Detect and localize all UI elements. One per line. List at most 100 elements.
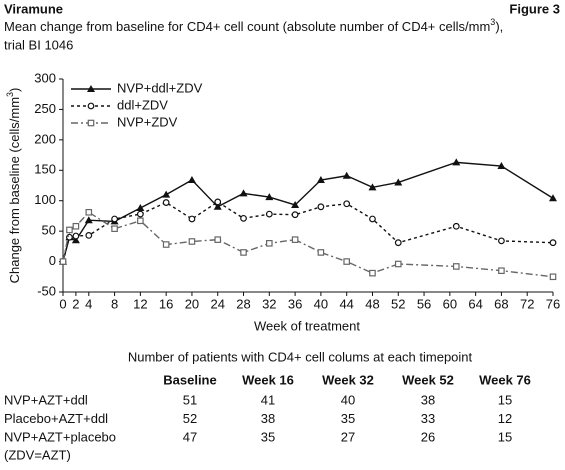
- table-cell: 26: [421, 429, 435, 444]
- marker: [343, 200, 351, 208]
- x-tick-label: 20: [185, 296, 199, 311]
- table-row-label: Placebo+AZT+ddl: [4, 411, 108, 426]
- y-tick-label: 0: [49, 253, 56, 268]
- marker: [188, 238, 196, 245]
- subtitle-part: Mean change from baseline for CD4+ cell …: [4, 19, 490, 34]
- marker: [59, 258, 67, 265]
- marker: [213, 202, 222, 210]
- legend-marker: [87, 102, 95, 110]
- marker: [162, 241, 170, 248]
- table-column-header: Baseline: [163, 372, 216, 387]
- marker: [394, 239, 402, 247]
- marker: [317, 203, 325, 211]
- table-cell: 38: [261, 411, 275, 426]
- y-tick-label: 150: [34, 162, 56, 177]
- marker: [187, 176, 196, 184]
- marker: [265, 193, 274, 201]
- x-tick-label: 52: [391, 296, 405, 311]
- table-cell: 40: [341, 392, 355, 407]
- table-note: (ZDV=AZT): [4, 447, 71, 462]
- legend-marker: [87, 119, 95, 127]
- marker: [266, 240, 273, 247]
- table-cell: 27: [341, 429, 355, 444]
- y-axis-label: Change from baseline (cells/mm3): [5, 88, 22, 284]
- marker: [214, 236, 222, 243]
- table-cell: 52: [183, 411, 197, 426]
- marker: [498, 237, 505, 245]
- y-axis-label-part: ): [7, 88, 22, 92]
- marker: [452, 263, 460, 270]
- marker: [452, 222, 460, 230]
- y-axis-label-part: Change from baseline (cells/mm: [7, 97, 22, 283]
- marker: [188, 215, 196, 223]
- marker: [291, 236, 299, 243]
- table-row-label: NVP+AZT+ddl: [4, 392, 88, 407]
- x-tick-label: 0: [59, 296, 66, 311]
- marker: [291, 211, 299, 219]
- subtitle: Mean change from baseline for CD4+ cell …: [4, 17, 503, 34]
- marker: [342, 171, 351, 179]
- x-tick-label: 12: [133, 296, 147, 311]
- x-tick-label: 36: [288, 296, 302, 311]
- table-cell: 35: [341, 411, 355, 426]
- marker: [369, 269, 376, 277]
- table-cell: 35: [261, 429, 275, 444]
- x-tick-label: 76: [546, 296, 560, 311]
- y-tick-label: 50: [42, 223, 56, 238]
- marker: [497, 162, 506, 170]
- table-row-label: NVP+AZT+placebo: [4, 429, 116, 444]
- subtitle: trial BI 1046: [4, 37, 73, 52]
- x-tick-label: 68: [494, 296, 508, 311]
- subtitle-part: 3: [490, 17, 495, 27]
- marker: [72, 232, 80, 240]
- legend-label: NVP+ZDV: [117, 114, 178, 129]
- table-cell: 51: [183, 392, 197, 407]
- y-tick-label: 250: [34, 101, 56, 116]
- marker: [136, 210, 144, 218]
- marker: [317, 249, 325, 256]
- marker: [498, 267, 505, 275]
- marker: [214, 198, 222, 206]
- table-column-header: Week 16: [242, 372, 294, 387]
- table-cell: 41: [261, 392, 275, 407]
- x-tick-label: 40: [314, 296, 328, 311]
- marker: [394, 178, 403, 186]
- marker: [137, 217, 144, 225]
- marker: [549, 273, 557, 281]
- table-cell: 15: [498, 392, 512, 407]
- table-cell: 38: [421, 392, 435, 407]
- x-axis-label: Week of treatment: [254, 318, 360, 333]
- marker: [162, 199, 170, 206]
- x-tick-label: 72: [520, 296, 534, 311]
- marker: [162, 190, 171, 198]
- legend-label: ddl+ZDV: [117, 97, 168, 112]
- marker: [240, 214, 247, 222]
- table-column-header: Week 52: [402, 372, 454, 387]
- table-cell: 47: [183, 429, 197, 444]
- marker: [85, 232, 93, 239]
- x-tick-label: 8: [111, 296, 118, 311]
- x-tick-label: 64: [468, 296, 482, 311]
- marker: [85, 208, 93, 216]
- y-tick-label: 200: [34, 131, 56, 146]
- x-tick-label: 56: [417, 296, 431, 311]
- table-cell: 15: [498, 429, 512, 444]
- marker: [549, 239, 557, 247]
- marker: [136, 204, 145, 212]
- marker: [368, 183, 377, 191]
- marker: [549, 194, 557, 202]
- marker: [452, 158, 461, 166]
- table-title: Number of patients with CD4+ cell colums…: [128, 349, 473, 364]
- y-tick-label: -50: [37, 283, 56, 298]
- y-tick-label: 100: [34, 192, 56, 207]
- title: Viramune: [4, 1, 63, 16]
- marker: [66, 226, 73, 234]
- x-tick-label: 60: [443, 296, 457, 311]
- x-tick-label: 32: [262, 296, 276, 311]
- figure-label: Figure 3: [509, 1, 560, 16]
- marker: [66, 233, 73, 241]
- marker: [240, 249, 247, 256]
- marker: [316, 176, 325, 184]
- x-tick-label: 44: [339, 296, 353, 311]
